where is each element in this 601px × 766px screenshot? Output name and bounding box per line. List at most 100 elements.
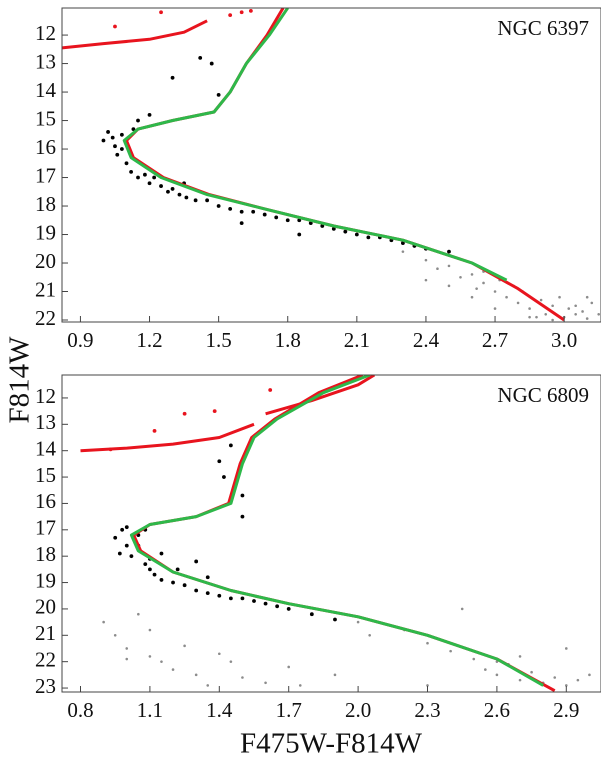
star-point	[193, 198, 198, 203]
star-point	[217, 459, 222, 464]
isochrone	[122, 8, 508, 282]
x-tick-label: 2.0	[345, 698, 371, 722]
y-tick-label: 20	[35, 595, 56, 619]
star-point	[581, 310, 584, 313]
star-point	[286, 607, 291, 611]
star-point	[194, 559, 199, 564]
star-point	[482, 281, 485, 285]
y-tick-label: 14	[35, 78, 57, 102]
star-point	[535, 315, 538, 319]
star-point	[565, 647, 568, 650]
star-point	[147, 181, 152, 186]
star-point	[298, 684, 302, 687]
x-tick-label: 2.1	[344, 328, 370, 352]
y-tick-label: 13	[35, 49, 56, 73]
y-tick-label: 15	[35, 106, 56, 130]
y-tick-label: 18	[35, 542, 56, 566]
star-point	[131, 127, 136, 131]
star-point	[297, 218, 302, 223]
y-tick-label: 17	[35, 516, 56, 540]
star-point	[518, 678, 522, 682]
plot-area	[80, 375, 591, 692]
star-point	[228, 13, 233, 18]
star-point	[470, 295, 474, 299]
star-point	[567, 307, 571, 310]
star-point	[212, 409, 217, 414]
star-point	[590, 301, 594, 305]
star-point	[198, 55, 203, 60]
star-point	[551, 318, 554, 322]
star-point	[287, 665, 291, 669]
star-point	[240, 514, 245, 519]
star-point	[160, 660, 163, 663]
star-point	[484, 668, 487, 671]
star-point	[331, 226, 336, 231]
star-point	[143, 172, 147, 177]
star-point	[152, 175, 157, 180]
star-point	[539, 298, 543, 302]
panel-label: NGC 6809	[497, 383, 589, 407]
star-point	[101, 138, 106, 143]
star-point	[308, 221, 313, 226]
star-point	[119, 147, 124, 151]
star-point	[239, 221, 244, 226]
star-point	[447, 264, 451, 268]
star-point	[558, 295, 561, 299]
x-tick-label: 2.9	[553, 698, 579, 722]
star-point	[401, 241, 405, 245]
star-point	[110, 135, 115, 140]
star-point	[493, 307, 497, 310]
star-point	[424, 278, 428, 282]
plot-frame	[61, 374, 601, 693]
star-point	[356, 620, 360, 624]
plot-frame	[61, 7, 601, 323]
y-tick-label: 12	[35, 21, 56, 45]
star-point	[516, 301, 520, 305]
star-point	[518, 655, 522, 658]
star-point	[368, 633, 371, 637]
star-point	[205, 591, 210, 596]
star-point	[551, 304, 554, 308]
star-point	[120, 527, 125, 532]
star-point	[239, 10, 244, 15]
y-tick-label: 20	[35, 249, 56, 273]
star-point	[585, 295, 589, 299]
star-point	[216, 93, 221, 97]
star-point	[252, 599, 256, 603]
star-point	[115, 152, 120, 157]
y-tick-label: 19	[35, 568, 56, 592]
star-point	[182, 583, 187, 588]
star-point	[218, 652, 221, 656]
isochrone	[265, 375, 376, 416]
y-tick-label: 21	[35, 277, 56, 301]
star-point	[125, 657, 129, 661]
star-point	[574, 313, 577, 316]
star-point	[113, 535, 118, 540]
star-point	[209, 61, 214, 66]
star-point	[268, 388, 273, 392]
y-tick-label: 18	[35, 192, 56, 216]
star-point	[124, 161, 129, 166]
star-point	[528, 307, 531, 310]
star-point	[264, 681, 267, 685]
star-point	[240, 596, 245, 601]
star-point	[166, 189, 170, 194]
star-point	[170, 187, 175, 191]
star-point	[119, 132, 124, 137]
star-point	[544, 313, 548, 316]
y-tick-label: 22	[35, 306, 56, 330]
y-tick-label: 17	[35, 163, 56, 187]
star-point	[129, 169, 134, 174]
star-point	[309, 612, 314, 617]
star-point	[159, 578, 164, 582]
star-point	[447, 249, 451, 254]
star-point	[117, 551, 122, 556]
star-point	[124, 525, 129, 530]
star-point	[228, 206, 233, 211]
x-tick-label: 1.2	[136, 328, 162, 352]
star-point	[125, 647, 129, 650]
star-point	[147, 112, 152, 117]
isochrone	[129, 375, 544, 687]
star-point	[470, 273, 474, 276]
